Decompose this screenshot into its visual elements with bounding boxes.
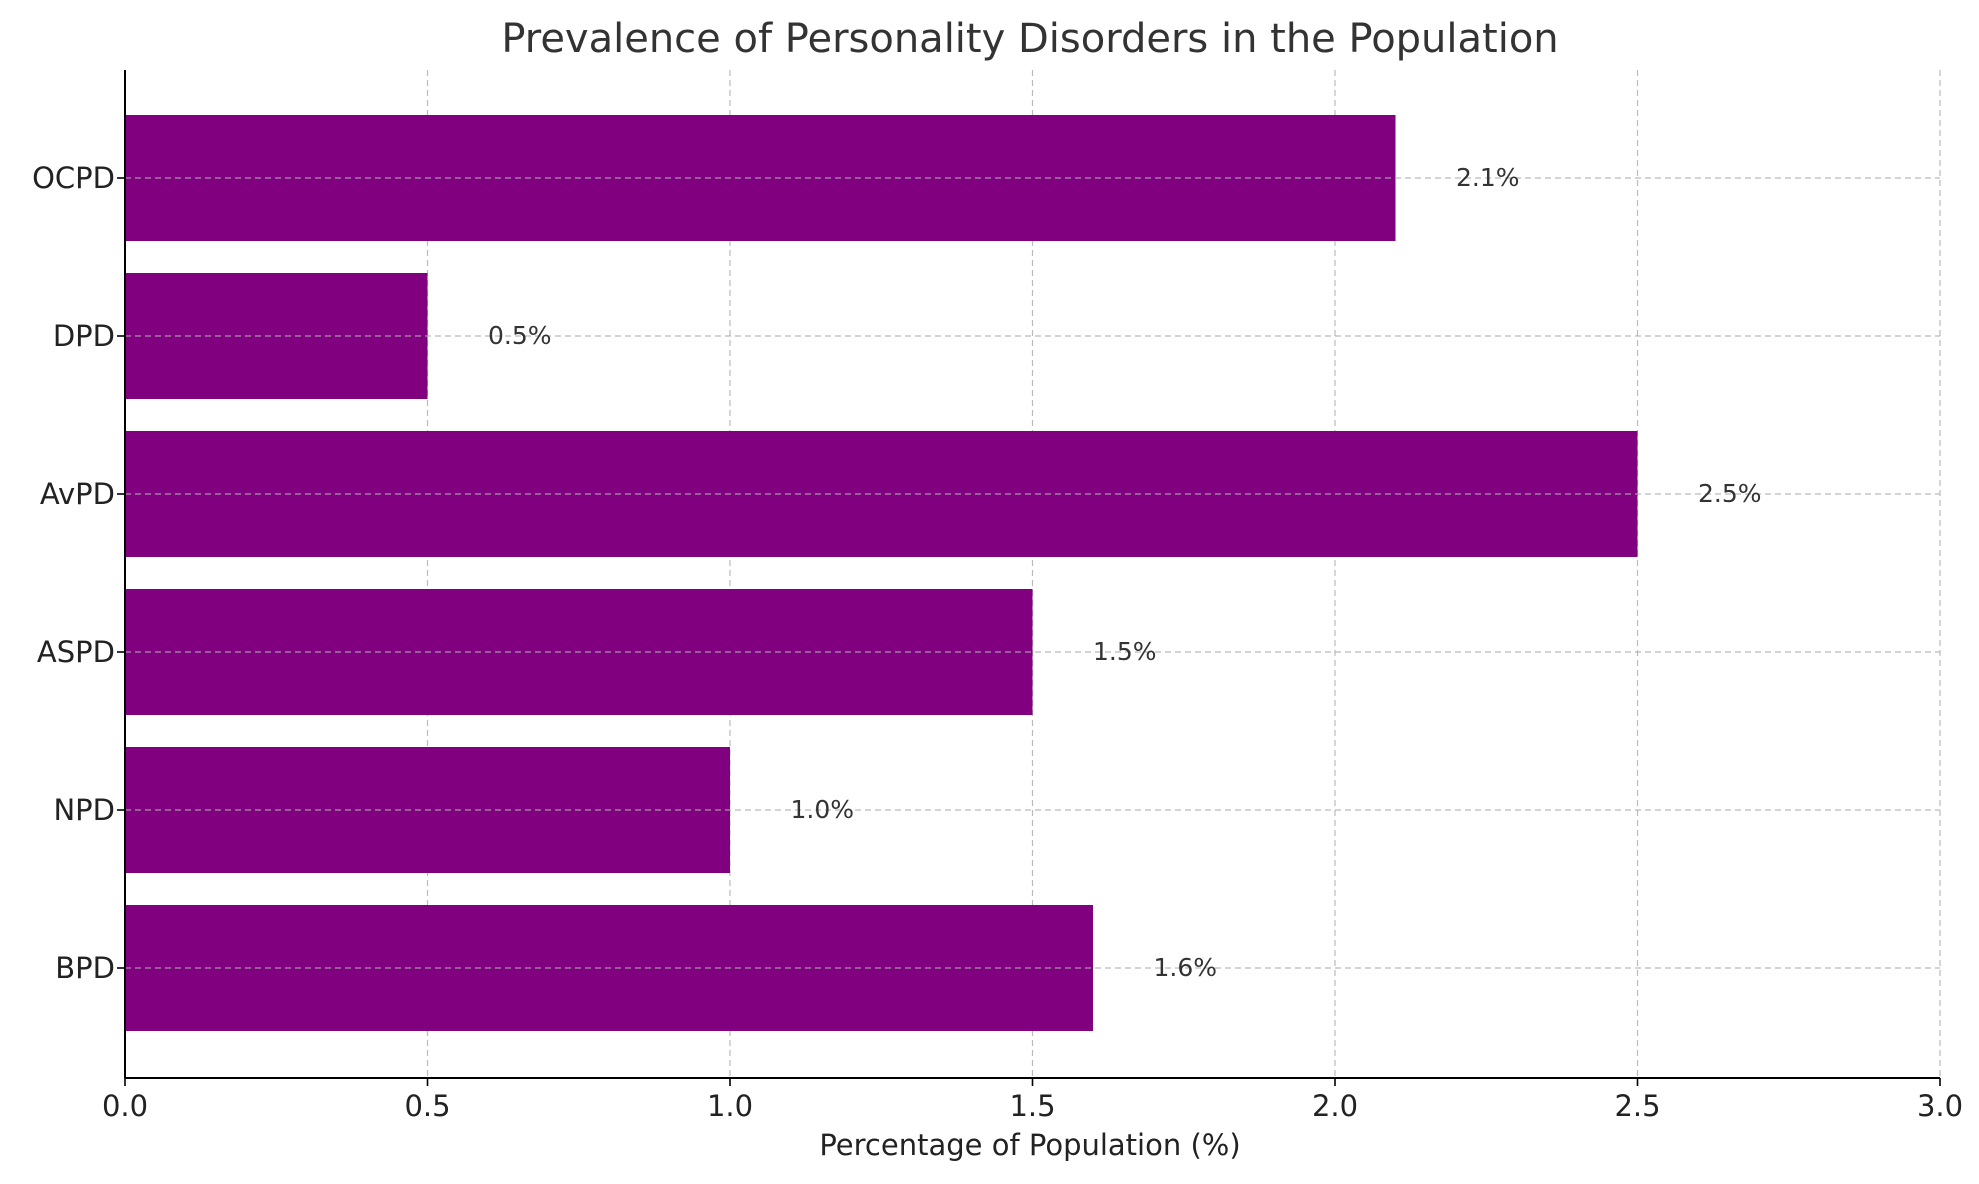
x-ticks-layer: 0.0 0.5 1.0 1.5 2.0 2.5 3.0 (102, 1078, 1963, 1123)
bars-layer (125, 115, 1638, 1031)
y-tick-label: AvPD (40, 477, 115, 511)
y-tick-label: ASPD (37, 635, 115, 669)
x-tick-label: 0.0 (102, 1089, 148, 1123)
y-tick-label: OCPD (32, 161, 115, 195)
x-tick-label: 0.5 (404, 1089, 450, 1123)
y-ticks-layer: BPD NPD ASPD AvPD DPD OCPD (32, 161, 125, 985)
x-tick-label: 2.5 (1614, 1089, 1660, 1123)
data-label: 2.1% (1456, 163, 1520, 192)
chart-title: Prevalence of Personality Disorders in t… (501, 16, 1558, 62)
y-tick-label: BPD (55, 951, 115, 985)
x-tick-label: 2.0 (1312, 1089, 1358, 1123)
data-label: 1.6% (1154, 953, 1218, 982)
data-label: 0.5% (488, 321, 552, 350)
horizontal-grid-layer (125, 177, 1940, 969)
y-tick-label: NPD (53, 793, 115, 827)
data-labels-layer: 1.6% 1.0% 1.5% 2.5% 0.5% 2.1% (488, 163, 1762, 982)
x-tick-label: 1.5 (1009, 1089, 1055, 1123)
x-axis-label: Percentage of Population (%) (819, 1128, 1240, 1162)
x-tick-label: 3.0 (1917, 1089, 1963, 1123)
data-label: 2.5% (1698, 479, 1762, 508)
y-tick-label: DPD (53, 319, 115, 353)
data-label: 1.5% (1093, 637, 1157, 666)
data-label: 1.0% (791, 795, 855, 824)
x-tick-label: 1.0 (707, 1089, 753, 1123)
